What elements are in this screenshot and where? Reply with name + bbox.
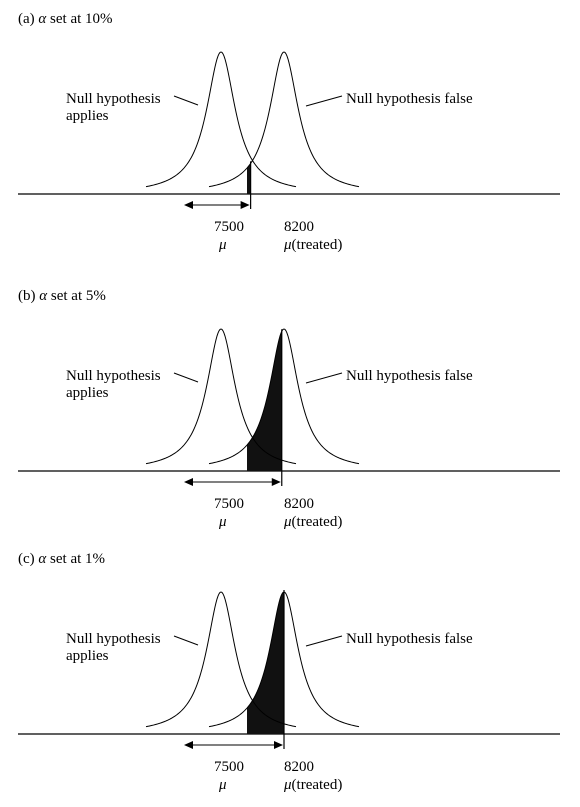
- alt-curve: [208, 51, 360, 188]
- mu-treated-value: 8200: [284, 496, 314, 512]
- panel-title: (a) α set at 10%: [18, 11, 113, 27]
- rejection-region: [247, 163, 251, 194]
- rejection-region: [247, 592, 284, 734]
- mu-null-value: 7500: [214, 496, 244, 512]
- arrow-head-left: [184, 478, 193, 486]
- panel-title: (c) α set at 1%: [18, 551, 106, 567]
- panel-title: (b) α set at 5%: [18, 288, 106, 304]
- panel-a: (a) α set at 10% Null hypothesis applies …: [0, 0, 580, 267]
- mu-treated-label: μ(treated): [284, 514, 343, 530]
- alt-curve: [208, 328, 360, 465]
- null-applies-label: Null hypothesis applies: [66, 631, 161, 664]
- panel-b: (b) α set at 5% Null hypothesis applies N…: [0, 277, 580, 544]
- null-applies-label: Null hypothesis applies: [66, 368, 161, 401]
- rejection-region: [247, 331, 282, 471]
- leader-null: [173, 95, 199, 106]
- null-curve: [145, 328, 297, 465]
- mu-treated-value: 8200: [284, 759, 314, 775]
- null-false-label: Null hypothesis false: [346, 91, 473, 107]
- mu-null-label: μ: [219, 237, 227, 253]
- diagram-svg: [18, 590, 560, 749]
- mu-null-value: 7500: [214, 759, 244, 775]
- arrow-head-left: [184, 201, 193, 209]
- diagram-svg: [18, 51, 560, 209]
- arrow-head-right: [274, 741, 283, 749]
- null-false-label: Null hypothesis false: [346, 368, 473, 384]
- leader-alt: [305, 95, 343, 107]
- panel-c: (c) α set at 1% Null hypothesis applies N…: [0, 540, 580, 807]
- leader-null: [173, 372, 199, 383]
- null-curve: [145, 591, 297, 728]
- leader-null: [173, 635, 199, 646]
- null-applies-label: Null hypothesis applies: [66, 91, 161, 124]
- arrow-head-left: [184, 741, 193, 749]
- leader-alt: [305, 635, 343, 647]
- mu-null-value: 7500: [214, 219, 244, 235]
- diagram-svg: [18, 328, 560, 486]
- null-curve: [145, 51, 297, 188]
- mu-treated-label: μ(treated): [284, 777, 343, 793]
- arrow-head-right: [271, 478, 281, 486]
- mu-null-label: μ: [219, 777, 227, 793]
- arrow-head-right: [240, 201, 250, 209]
- mu-treated-value: 8200: [284, 219, 314, 235]
- mu-null-label: μ: [219, 514, 227, 530]
- null-false-label: Null hypothesis false: [346, 631, 473, 647]
- mu-treated-label: μ(treated): [284, 237, 343, 253]
- leader-alt: [305, 372, 343, 384]
